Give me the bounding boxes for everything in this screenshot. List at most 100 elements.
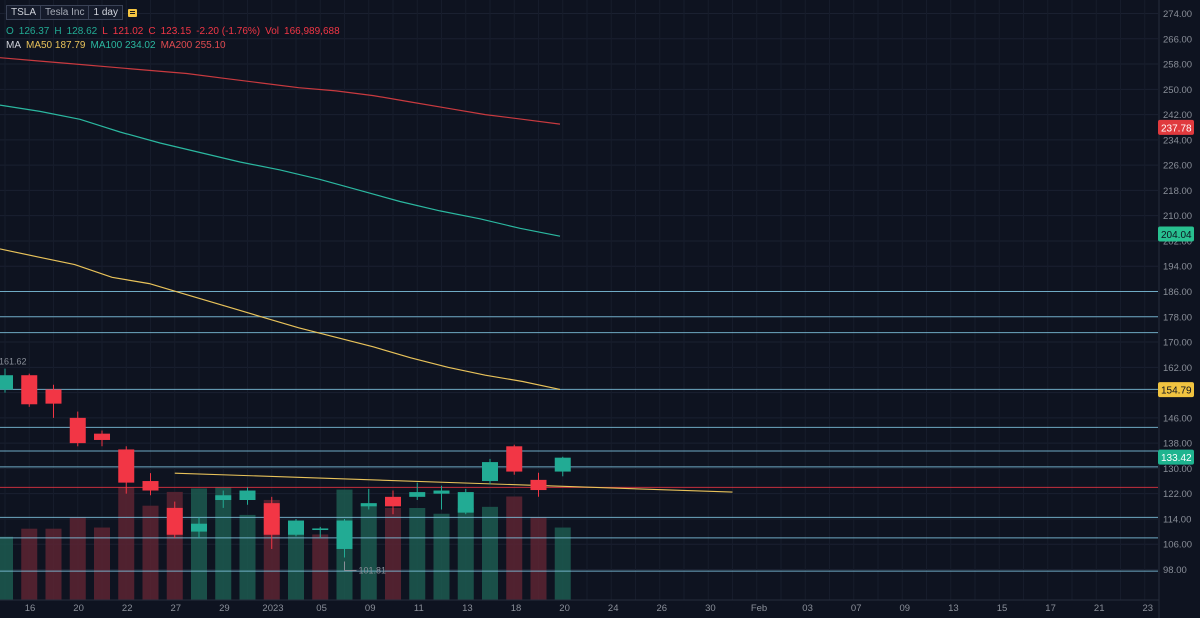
ma100-legend: MA100 234.02: [90, 40, 156, 51]
y-tick-label: 114.00: [1163, 514, 1191, 525]
y-tick-label: 234.00: [1163, 135, 1192, 146]
x-tick-label: 09: [900, 603, 911, 614]
x-tick-label: 27: [171, 603, 182, 614]
volume-bar: [0, 536, 13, 600]
volume-bar: [506, 496, 523, 600]
y-tick-label: 210.00: [1163, 211, 1192, 222]
price-badge: [1158, 119, 1194, 135]
candle-body: [191, 523, 207, 532]
low-value: 121.02: [112, 26, 144, 37]
volume-value: 166,989,688: [284, 26, 340, 37]
y-tick-label: 218.00: [1163, 186, 1192, 197]
volume-bar: [21, 528, 38, 600]
candle-body: [118, 449, 135, 483]
volume-bar: [288, 527, 304, 600]
volume-bar: [530, 517, 547, 600]
low-label: L: [102, 26, 108, 37]
y-tick-label: 242.00: [1163, 110, 1192, 121]
low-annotation: 101.81: [359, 565, 387, 575]
candle-body: [239, 490, 256, 500]
volume-bar: [385, 508, 401, 600]
close-label: C: [148, 26, 156, 37]
ma200-line: [0, 57, 561, 125]
x-tick-label: 16: [25, 603, 36, 614]
y-tick-label: 258.00: [1163, 60, 1192, 71]
open-value: 126.37: [18, 26, 50, 37]
x-tick-label: 24: [608, 603, 619, 614]
ma-legend-title[interactable]: MA: [6, 40, 21, 51]
y-tick-label: 122.00: [1163, 489, 1192, 500]
volume-bar: [554, 527, 571, 600]
high-annotation: 161.62: [0, 357, 27, 367]
candle-body: [215, 495, 232, 500]
volume-bar: [239, 514, 256, 600]
price-badge-label: 154.79: [1161, 386, 1192, 397]
volume-bar: [142, 505, 159, 600]
y-tick-label: 146.00: [1163, 413, 1192, 424]
ohlc-legend: O 126.37 H 128.62 L 121.02 C 123.15 -2.2…: [6, 26, 345, 37]
x-tick-label: 11: [414, 603, 424, 614]
x-tick-label: 23: [1143, 603, 1154, 614]
volume-bar: [215, 487, 232, 600]
x-tick-label: 18: [511, 603, 522, 614]
x-tick-label: 05: [316, 603, 327, 614]
x-tick-label: 21: [1094, 603, 1105, 614]
volume-bar: [457, 508, 474, 600]
candle-body: [312, 528, 329, 531]
symbol-label[interactable]: TSLA: [6, 5, 42, 20]
volume-bar: [312, 534, 329, 600]
y-tick-label: 194.00: [1163, 262, 1192, 273]
menu-icon[interactable]: [127, 8, 137, 17]
price-axis-background: [1159, 0, 1200, 618]
volume-bar: [118, 487, 135, 600]
volume-bar: [482, 506, 498, 600]
candle-body: [45, 389, 62, 404]
volume-bar: [45, 528, 62, 600]
candle-body: [433, 490, 450, 494]
x-tick-label: 20: [559, 603, 570, 614]
x-tick-label: Feb: [751, 603, 767, 614]
candle-body: [482, 462, 498, 482]
candle-body: [554, 457, 571, 472]
volume-bar: [69, 517, 86, 600]
candle-body: [409, 492, 426, 497]
x-tick-label: 26: [657, 603, 668, 614]
volume-label: Vol: [265, 26, 280, 37]
high-label: H: [54, 26, 62, 37]
candle-body: [69, 417, 86, 444]
symbol-header: TSLA Tesla Inc 1 day: [6, 5, 142, 20]
price-badge: [1158, 382, 1194, 398]
y-tick-label: 162.00: [1163, 363, 1192, 374]
candle-body: [142, 481, 159, 491]
y-tick-label: 250.00: [1163, 85, 1192, 96]
high-value: 128.62: [66, 26, 98, 37]
x-tick-label: 13: [948, 603, 959, 614]
ma200-legend: MA200 255.10: [160, 40, 226, 51]
candle-body: [360, 503, 377, 507]
y-tick-label: 130.00: [1163, 464, 1192, 475]
candle-body: [457, 492, 474, 513]
y-tick-label: 138.00: [1163, 439, 1192, 450]
price-badge-label: 133.42: [1161, 453, 1192, 464]
ma50-legend: MA50 187.79: [26, 40, 86, 51]
x-tick-label: 07: [851, 603, 862, 614]
y-tick-label: 202.00: [1163, 236, 1192, 247]
x-tick-label: 29: [219, 603, 230, 614]
x-tick-label: 20: [73, 603, 84, 614]
volume-bar: [360, 503, 377, 600]
volume-bar: [433, 513, 450, 600]
open-label: O: [6, 26, 14, 37]
y-tick-label: 274.00: [1163, 9, 1192, 20]
x-tick-label: 15: [997, 603, 1008, 614]
x-tick-label: 22: [122, 603, 133, 614]
price-badge-label: 204.04: [1161, 230, 1192, 241]
volume-bar: [409, 508, 426, 600]
volume-bar: [94, 527, 110, 600]
x-tick-label: 03: [802, 603, 813, 614]
interval-label[interactable]: 1 day: [89, 5, 123, 20]
company-name: Tesla Inc: [41, 5, 90, 20]
change-value: -2.20 (-1.76%): [196, 26, 261, 37]
candle-body: [336, 520, 353, 549]
y-tick-label: 178.00: [1163, 312, 1192, 323]
